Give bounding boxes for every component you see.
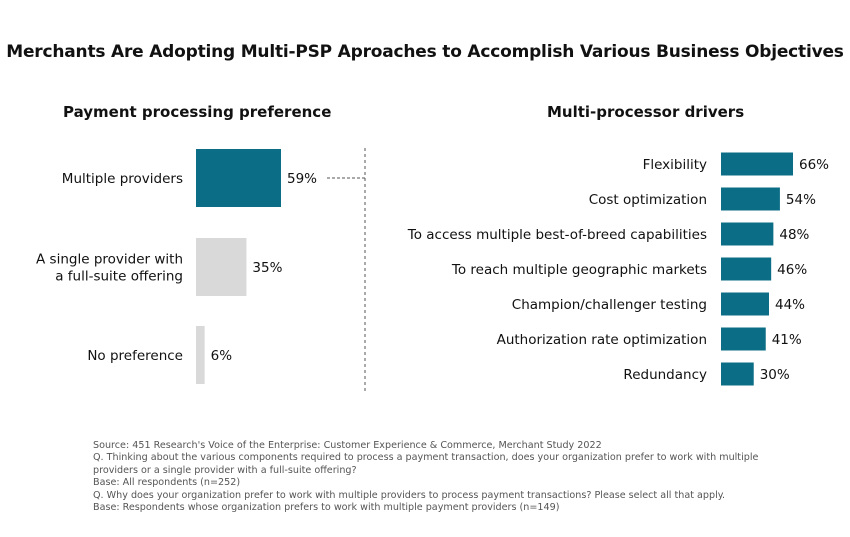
driver-category-label: Champion/challenger testing [512, 297, 707, 313]
driver-bar [721, 292, 769, 316]
driver-bar [721, 362, 754, 386]
preference-category-label: A single provider with [36, 252, 183, 268]
driver-value-label: 48% [779, 227, 809, 243]
preference-category-label: No preference [87, 348, 183, 364]
driver-category-label: To reach multiple geographic markets [451, 262, 707, 278]
driver-bar [721, 152, 793, 176]
driver-category-label: To access multiple best-of-breed capabil… [407, 227, 707, 243]
footnote-base-1: Base: All respondents (n=252) [93, 477, 241, 489]
driver-value-label: 44% [775, 297, 805, 313]
driver-value-label: 30% [760, 367, 790, 383]
chart-title: Merchants Are Adopting Multi-PSP Aproach… [6, 42, 844, 62]
driver-category-label: Cost optimization [589, 192, 707, 208]
preference-category-label: Multiple providers [62, 171, 183, 187]
chart-canvas: 59% Multiple providers 35% A single provide… [36, 148, 829, 392]
footnote-question-2: Q. Why does your organization prefer to … [93, 489, 726, 501]
driver-value-label: 66% [799, 157, 829, 173]
driver-category-label: Redundancy [623, 367, 707, 383]
preference-bar [196, 149, 281, 207]
driver-bar [721, 257, 772, 281]
driver-bar [721, 327, 766, 351]
driver-bar [721, 222, 774, 246]
right-panel-title: Multi-processor drivers [547, 103, 745, 121]
left-panel-title: Payment processing preference [63, 103, 332, 121]
preference-value-label: 6% [211, 348, 233, 364]
driver-category-label: Authorization rate optimization [497, 332, 707, 348]
preference-bar [196, 238, 247, 296]
preference-value-label: 59% [287, 171, 317, 187]
driver-category-label: Flexibility [643, 157, 707, 173]
preference-category-label: a full-suite offering [55, 269, 183, 285]
preference-value-label: 35% [252, 260, 282, 276]
footnote-source: Source: 451 Research's Voice of the Ente… [93, 440, 602, 451]
footnote-question-1: Q. Thinking about the various components… [93, 452, 759, 476]
footnotes: Source: 451 Research's Voice of the Ente… [93, 440, 793, 514]
driver-value-label: 46% [777, 262, 807, 278]
driver-value-label: 41% [772, 332, 802, 348]
driver-bar [721, 187, 780, 211]
footnote-base-2: Base: Respondents whose organization pre… [93, 502, 560, 514]
driver-value-label: 54% [786, 192, 816, 208]
preference-bar [196, 326, 205, 384]
